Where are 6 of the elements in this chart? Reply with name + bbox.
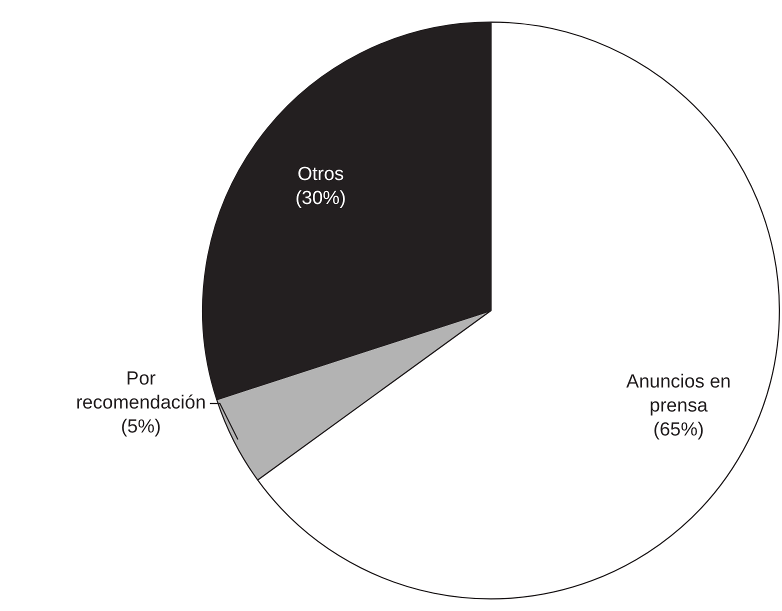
data-label: (65%) (653, 419, 704, 440)
data-label: (5%) (120, 416, 161, 438)
slice-label: Otros (297, 164, 344, 185)
slice-label: Anuncios en prensa (626, 371, 731, 416)
slice-label: Por recomendación (76, 368, 206, 414)
data-label: (30%) (295, 188, 346, 209)
